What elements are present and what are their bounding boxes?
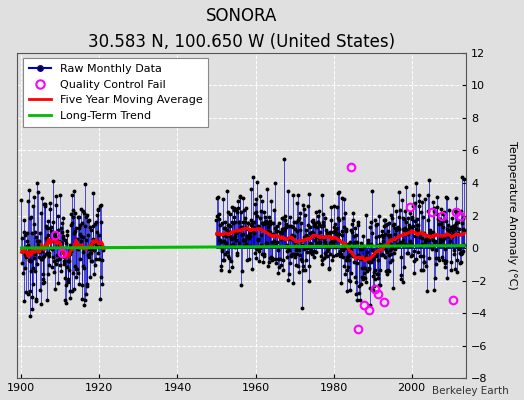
Text: Berkeley Earth: Berkeley Earth xyxy=(432,386,508,396)
Title: SONORA
30.583 N, 100.650 W (United States): SONORA 30.583 N, 100.650 W (United State… xyxy=(89,7,396,51)
Legend: Raw Monthly Data, Quality Control Fail, Five Year Moving Average, Long-Term Tren: Raw Monthly Data, Quality Control Fail, … xyxy=(23,58,208,127)
Y-axis label: Temperature Anomaly (°C): Temperature Anomaly (°C) xyxy=(507,141,517,290)
